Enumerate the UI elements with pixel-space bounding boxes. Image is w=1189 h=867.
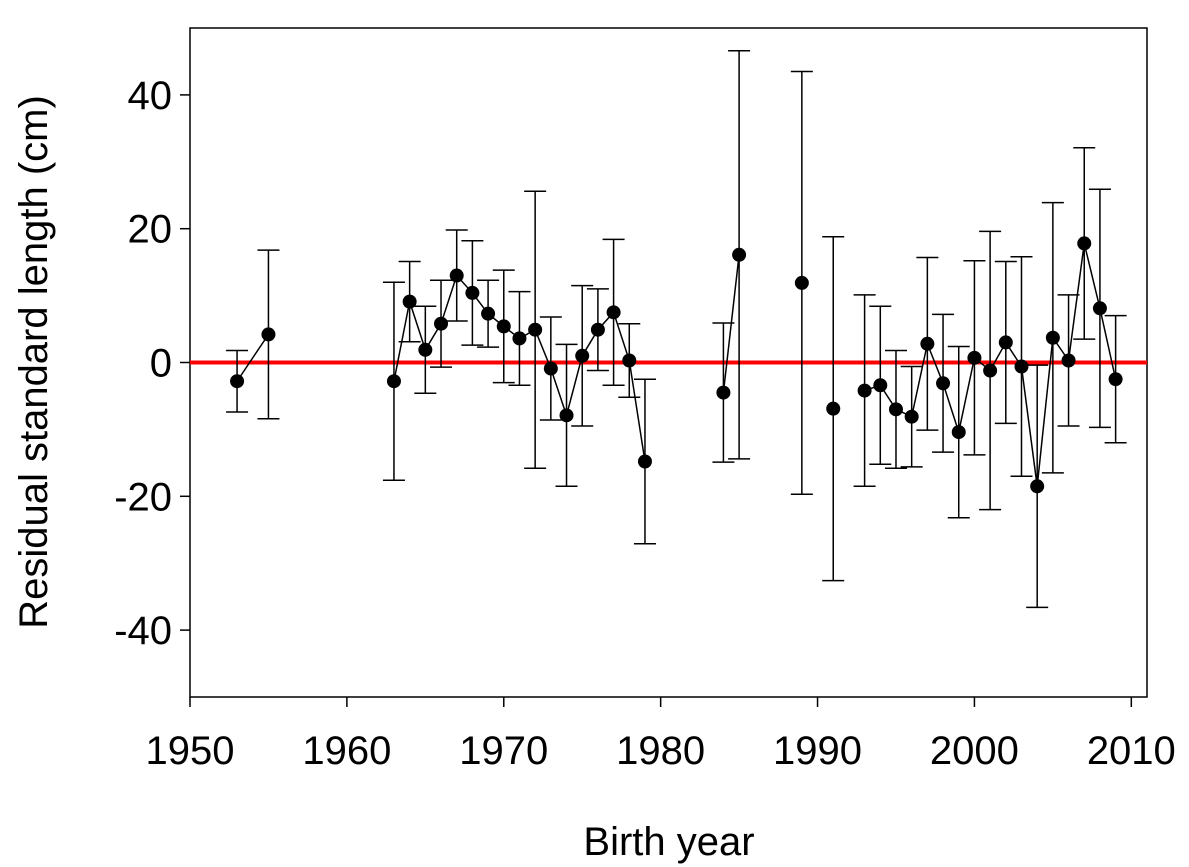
data-point xyxy=(622,353,637,368)
data-point xyxy=(1014,359,1029,374)
data-point xyxy=(888,402,903,417)
data-point xyxy=(402,294,417,309)
data-point xyxy=(575,348,590,363)
y-tick-label: 0 xyxy=(150,342,172,386)
data-point xyxy=(1092,301,1107,316)
data-point xyxy=(590,322,605,337)
data-point xyxy=(386,374,401,389)
data-point xyxy=(434,316,449,331)
data-point xyxy=(481,306,496,321)
y-tick-label: -20 xyxy=(114,475,172,519)
data-point xyxy=(936,376,951,391)
data-point xyxy=(998,335,1013,350)
data-point xyxy=(261,327,276,342)
data-point xyxy=(230,374,245,389)
data-point xyxy=(543,361,558,376)
data-point xyxy=(512,331,527,346)
x-tick-label: 1970 xyxy=(459,729,548,773)
data-point xyxy=(528,322,543,337)
data-point xyxy=(465,285,480,300)
data-point xyxy=(873,378,888,393)
y-tick-label: 40 xyxy=(128,74,173,118)
x-tick-label: 1950 xyxy=(146,729,235,773)
data-point xyxy=(983,363,998,378)
data-point xyxy=(967,350,982,365)
x-tick-label: 1980 xyxy=(616,729,705,773)
data-point xyxy=(794,275,809,290)
x-axis-label: Birth year xyxy=(583,820,754,864)
data-point xyxy=(559,408,574,423)
x-tick-label: 1990 xyxy=(773,729,862,773)
y-tick-label: 20 xyxy=(128,208,173,252)
data-point xyxy=(637,454,652,469)
data-line xyxy=(236,243,1117,487)
data-point xyxy=(951,425,966,440)
data-point xyxy=(904,409,919,424)
data-point xyxy=(826,401,841,416)
data-point xyxy=(496,319,511,334)
data-point xyxy=(1045,330,1060,345)
data-point xyxy=(449,268,464,283)
y-axis-label: Residual standard length (cm) xyxy=(12,95,56,629)
data-point xyxy=(732,247,747,262)
x-tick-label: 2010 xyxy=(1087,729,1176,773)
data-point xyxy=(1108,372,1123,387)
y-tick-label: -40 xyxy=(114,609,172,653)
x-tick-label: 1960 xyxy=(302,729,391,773)
data-point xyxy=(920,336,935,351)
data-point xyxy=(606,305,621,320)
data-point xyxy=(1030,479,1045,494)
data-point xyxy=(1061,353,1076,368)
data-point xyxy=(857,383,872,398)
data-point xyxy=(1077,236,1092,251)
data-point xyxy=(418,342,433,357)
data-point xyxy=(716,385,731,400)
x-tick-label: 2000 xyxy=(930,729,1019,773)
